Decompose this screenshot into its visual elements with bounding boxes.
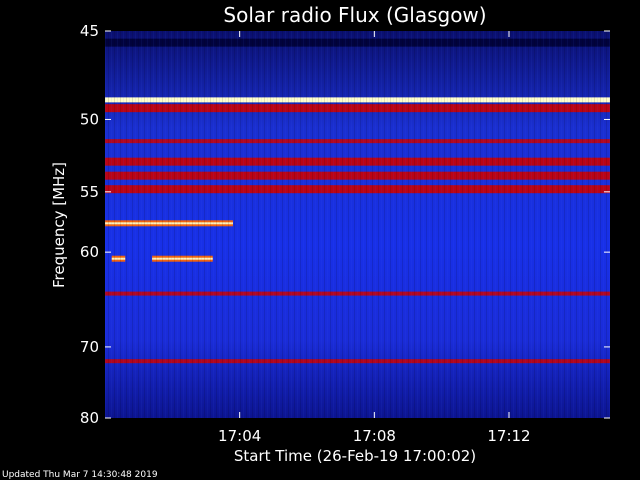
y-tick-label-45: 45 xyxy=(80,22,99,40)
y-axis-label: Frequency [MHz] xyxy=(50,162,68,288)
y-tick-label-55: 55 xyxy=(80,183,99,201)
x-tick-label-2: 17:12 xyxy=(487,427,530,445)
y-axis: 45 50 55 60 70 80 xyxy=(80,22,610,427)
x-axis: 17:04 17:08 17:12 xyxy=(218,31,531,445)
y-tick-label-70: 70 xyxy=(80,338,99,356)
x-axis-label: Start Time (26-Feb-19 17:00:02) xyxy=(234,447,476,465)
updated-timestamp: Updated Thu Mar 7 14:30:48 2019 xyxy=(2,470,158,480)
heatmap-texture xyxy=(105,31,610,418)
y-tick-label-80: 80 xyxy=(80,409,99,427)
y-tick-label-60: 60 xyxy=(80,243,99,261)
chart-title: Solar radio Flux (Glasgow) xyxy=(223,3,486,27)
y-tick-label-50: 50 xyxy=(80,110,99,128)
x-tick-label-0: 17:04 xyxy=(218,427,261,445)
heatmap-area xyxy=(105,31,610,418)
x-tick-label-1: 17:08 xyxy=(353,427,396,445)
